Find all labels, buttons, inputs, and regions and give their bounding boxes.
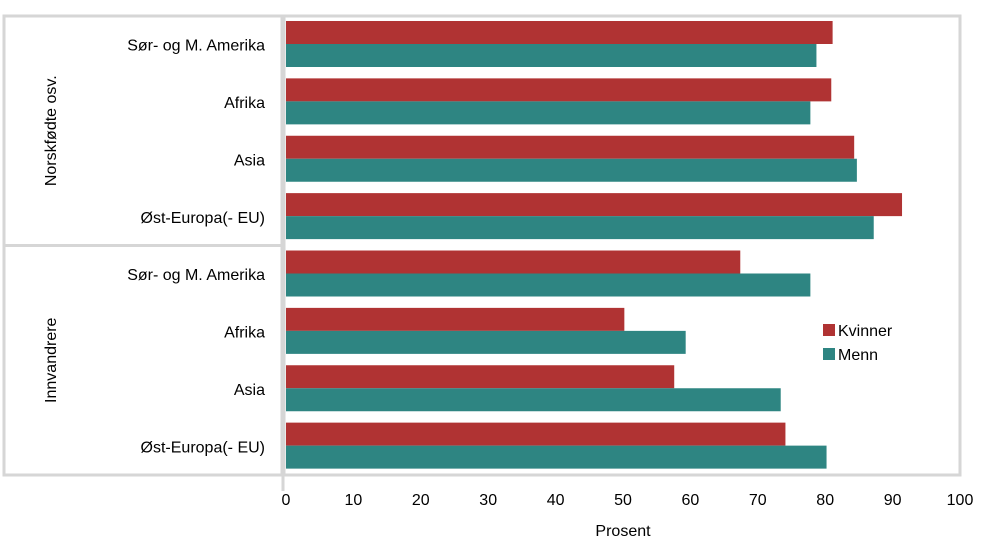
- bar-kvinner-5: [286, 307, 625, 331]
- bar-menn-6: [286, 388, 781, 412]
- x-tick-label-0: 0: [282, 492, 291, 509]
- category-label: Øst-Europa(- EU): [141, 210, 265, 227]
- category-label: Afrika: [224, 325, 265, 342]
- legend-label: Menn: [838, 347, 878, 364]
- x-tick-label-20: 20: [412, 492, 430, 509]
- bar-kvinner-2: [286, 135, 855, 159]
- category-label: Sør- og M. Amerika: [127, 267, 265, 284]
- bar-kvinner-4: [286, 250, 741, 274]
- group-label: Norskfødte osv.: [43, 75, 60, 186]
- bar-kvinner-1: [286, 78, 832, 102]
- x-tick-label-100: 100: [947, 492, 974, 509]
- x-axis-label: Prosent: [595, 523, 651, 540]
- legend: Kvinner Menn: [818, 316, 918, 378]
- x-tick-label-90: 90: [884, 492, 902, 509]
- chart-frame: [2, 14, 962, 491]
- category-label: Asia: [234, 382, 265, 399]
- category-label: Asia: [234, 152, 265, 169]
- x-tick-label-30: 30: [479, 492, 497, 509]
- legend-label: Kvinner: [838, 323, 893, 340]
- bar-kvinner-3: [286, 193, 903, 217]
- legend-swatch-kvinner: [823, 324, 835, 336]
- x-tick-label-40: 40: [547, 492, 565, 509]
- bar-menn-0: [286, 44, 817, 67]
- category-label: Øst-Europa(- EU): [141, 439, 265, 456]
- x-tick-label-70: 70: [749, 492, 767, 509]
- x-axis: Prosent 0 10 20 30 40 50 60 70 80 90 100: [282, 492, 974, 540]
- legend-swatch-menn: [823, 348, 835, 360]
- bar-menn-3: [286, 216, 874, 240]
- bar-menn-5: [286, 330, 686, 354]
- x-tick-label-10: 10: [345, 492, 363, 509]
- x-tick-label-50: 50: [614, 492, 632, 509]
- category-label: Afrika: [224, 95, 265, 112]
- bar-menn-7: [286, 445, 827, 469]
- category-label: Sør- og M. Amerika: [127, 38, 265, 55]
- bar-menn-1: [286, 101, 811, 125]
- bar-menn-4: [286, 273, 811, 297]
- bar-kvinner-0: [286, 21, 833, 44]
- bar-kvinner-7: [286, 422, 786, 446]
- y-axis: Sør- og M. Amerika Afrika Asia Øst-Europa(-…: [43, 38, 265, 457]
- bars: [286, 21, 903, 469]
- group-label: Innvandrere: [43, 317, 60, 402]
- x-tick-label-60: 60: [682, 492, 700, 509]
- bar-kvinner-6: [286, 365, 675, 389]
- x-tick-label-80: 80: [816, 492, 834, 509]
- bar-menn-2: [286, 158, 857, 182]
